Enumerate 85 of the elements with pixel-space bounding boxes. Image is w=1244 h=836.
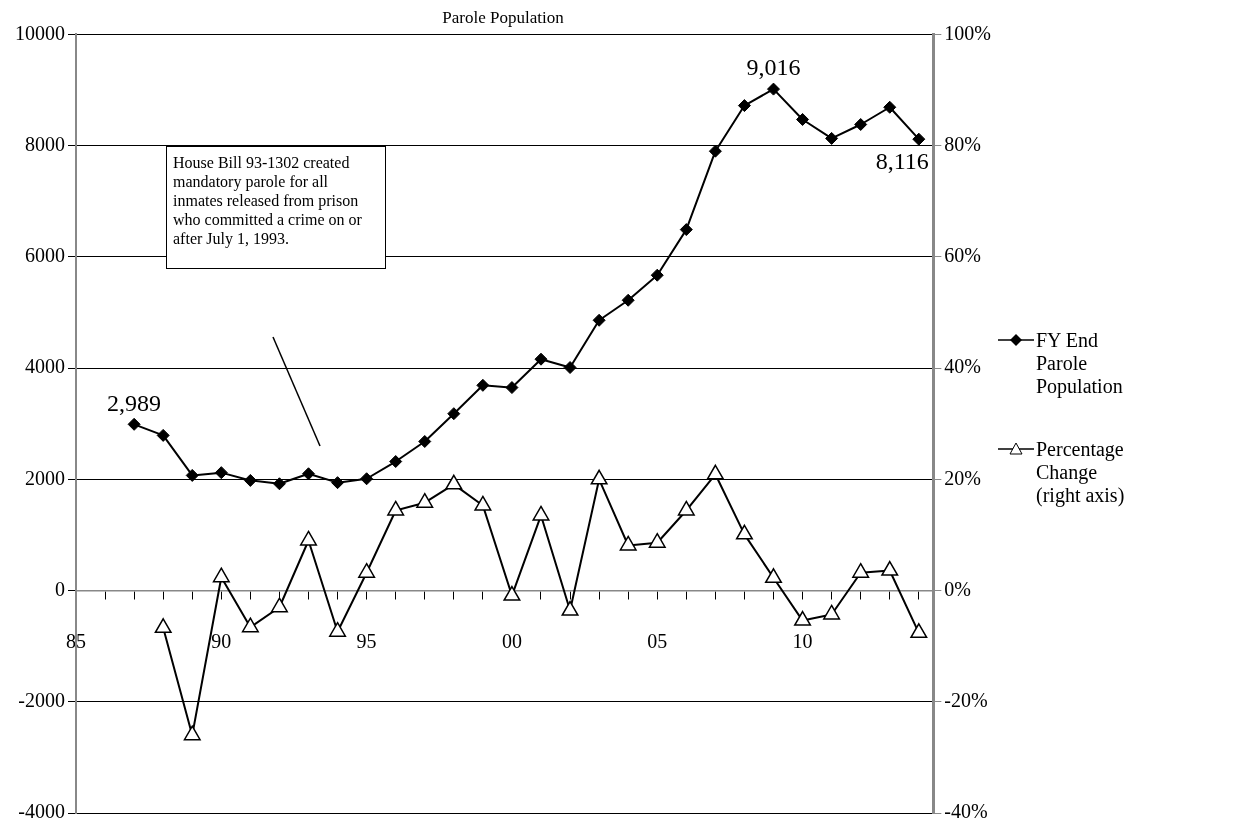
y-tick-label: 2000: [25, 466, 65, 489]
point: [650, 268, 664, 282]
point: [737, 99, 751, 113]
point: [534, 352, 548, 366]
point: [241, 617, 259, 633]
point: [706, 464, 724, 480]
y2-tick-label: 40%: [944, 355, 982, 378]
data-label: 9,016: [746, 54, 801, 81]
point: [418, 435, 432, 448]
point: [796, 112, 810, 126]
point: [910, 623, 928, 639]
point: [881, 560, 899, 576]
point: [389, 455, 403, 469]
y2-tick-label: 0%: [944, 577, 972, 600]
x-tick-label: 05: [647, 629, 668, 652]
point: [214, 466, 228, 480]
point: [708, 144, 722, 158]
point: [387, 500, 405, 516]
legend-label: FY End Parole Population: [1036, 329, 1124, 398]
y2-tick-label: -40%: [944, 800, 988, 823]
y-tick-label: -2000: [18, 689, 65, 712]
point: [823, 604, 841, 620]
point: [563, 361, 577, 375]
y2-tick-label: 100%: [944, 21, 992, 44]
point: [183, 725, 201, 741]
point: [621, 293, 635, 307]
x-tick-label: 90: [211, 629, 232, 652]
y-tick-label: 6000: [25, 244, 65, 267]
point: [474, 495, 492, 511]
x-tick-label: 10: [792, 629, 813, 652]
point: [154, 618, 172, 634]
point: [619, 535, 637, 551]
point: [679, 223, 693, 237]
point: [358, 563, 376, 578]
y-tick-label: -4000: [18, 800, 65, 823]
y-tick-label: 4000: [25, 355, 65, 378]
point: [735, 524, 753, 540]
y2-tick-label: -20%: [944, 689, 988, 712]
point: [825, 131, 839, 145]
point: [852, 563, 870, 578]
point: [532, 505, 550, 521]
point: [677, 500, 695, 516]
y-tick-label: 10000: [15, 21, 65, 44]
chart-title: Parole Population: [442, 7, 565, 27]
point: [447, 407, 461, 421]
point: [445, 474, 463, 490]
y2-tick-label: 20%: [944, 466, 982, 489]
point: [854, 118, 868, 131]
point: [592, 313, 606, 327]
data-label: 8,116: [875, 148, 929, 175]
x-tick-label: 00: [501, 629, 522, 652]
annotation: House Bill 93-1302 created mandatory parole for all inmates released from prison who committed a crime on or after July 1, 1993.: [166, 146, 386, 270]
x-tick-label: 95: [356, 629, 377, 652]
point: [767, 82, 780, 96]
point: [416, 492, 434, 508]
point: [883, 100, 897, 114]
point: [590, 469, 608, 485]
point: [272, 477, 286, 491]
point: [503, 585, 521, 601]
x-tick-label: 85: [66, 629, 86, 652]
point: [156, 428, 170, 442]
y-tick-label: 8000: [25, 132, 65, 155]
point: [794, 610, 812, 626]
point: [331, 476, 345, 490]
point: [561, 600, 579, 616]
point: [299, 530, 318, 546]
y2-tick-label: 80%: [944, 132, 982, 155]
point: [185, 468, 199, 482]
point: [270, 597, 288, 613]
legend-label: Percentage Change (right axis): [1036, 438, 1126, 507]
point: [764, 568, 783, 583]
point: [505, 381, 519, 395]
callout: House Bill 93-1302 created mandatory parole for all inmates released from prison who committed a crime on or after July 1, 1993.: [166, 146, 388, 449]
y-tick-label: 0: [55, 577, 65, 600]
point: [648, 532, 666, 548]
point: [360, 472, 374, 486]
data-label: 2,989: [107, 389, 162, 416]
point: [329, 621, 347, 637]
point: [243, 473, 257, 487]
point: [127, 417, 141, 431]
point: [302, 467, 315, 481]
y2-tick-label: 60%: [944, 244, 982, 267]
point: [212, 567, 230, 583]
point: [476, 378, 490, 392]
point: [912, 132, 926, 146]
